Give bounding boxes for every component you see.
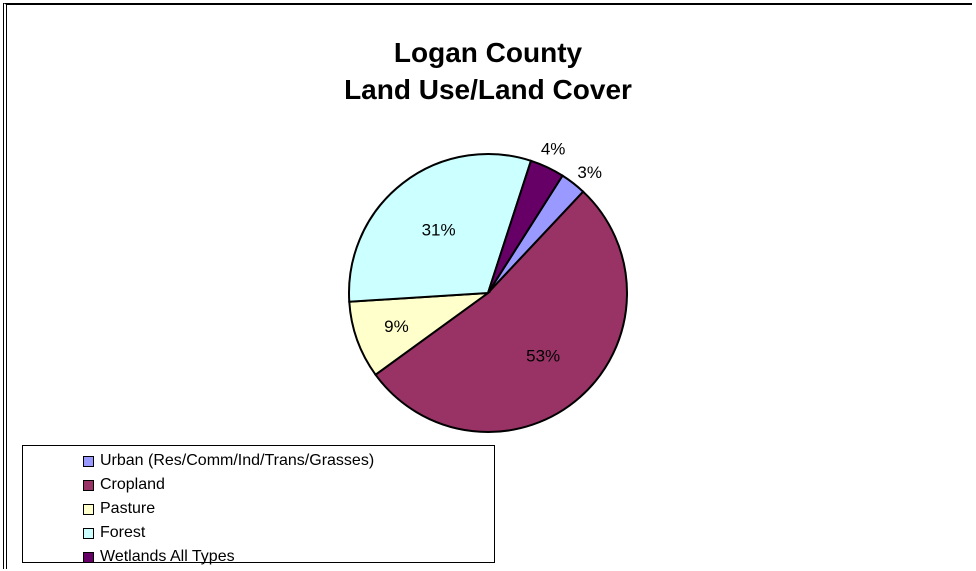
legend-swatch-urban (83, 455, 94, 467)
pie-slice-wetlands (487, 159, 564, 294)
legend-swatch-wetlands (83, 551, 94, 563)
legend-item-urban: Urban (Res/Comm/Ind/Trans/Grasses) (23, 449, 494, 473)
pie-slice-cropland (374, 190, 628, 433)
legend-swatch-pasture (83, 503, 94, 515)
legend-label-pasture: Pasture (100, 500, 156, 517)
legend-item-wetlands: Wetlands All Types (23, 545, 494, 569)
legend-label-forest: Forest (100, 524, 146, 541)
pie-slice-forest (348, 153, 533, 303)
data-label-cropland: 53% (526, 347, 560, 366)
legend-label-cropland: Cropland (100, 476, 165, 493)
data-label-urban: 3% (577, 163, 602, 182)
legend-label-wetlands: Wetlands All Types (100, 548, 235, 565)
legend-item-pasture: Pasture (23, 497, 494, 521)
chart-legend: Urban (Res/Comm/Ind/Trans/Grasses) Cropl… (22, 445, 495, 565)
data-label-pasture: 9% (384, 317, 409, 336)
legend-swatch-forest (83, 527, 94, 539)
chart-subtitle: Land Use/Land Cover (344, 74, 632, 105)
pie-slice-pasture (348, 291, 492, 377)
legend-item-forest: Forest (23, 521, 494, 545)
chart-title: Logan County (393, 37, 583, 68)
legend-swatch-cropland (83, 479, 94, 491)
legend-label-urban: Urban (Res/Comm/Ind/Trans/Grasses) (100, 452, 375, 469)
legend-item-cropland: Cropland (23, 473, 494, 497)
data-label-wetlands: 4% (541, 140, 566, 159)
data-label-forest: 31% (422, 220, 456, 239)
